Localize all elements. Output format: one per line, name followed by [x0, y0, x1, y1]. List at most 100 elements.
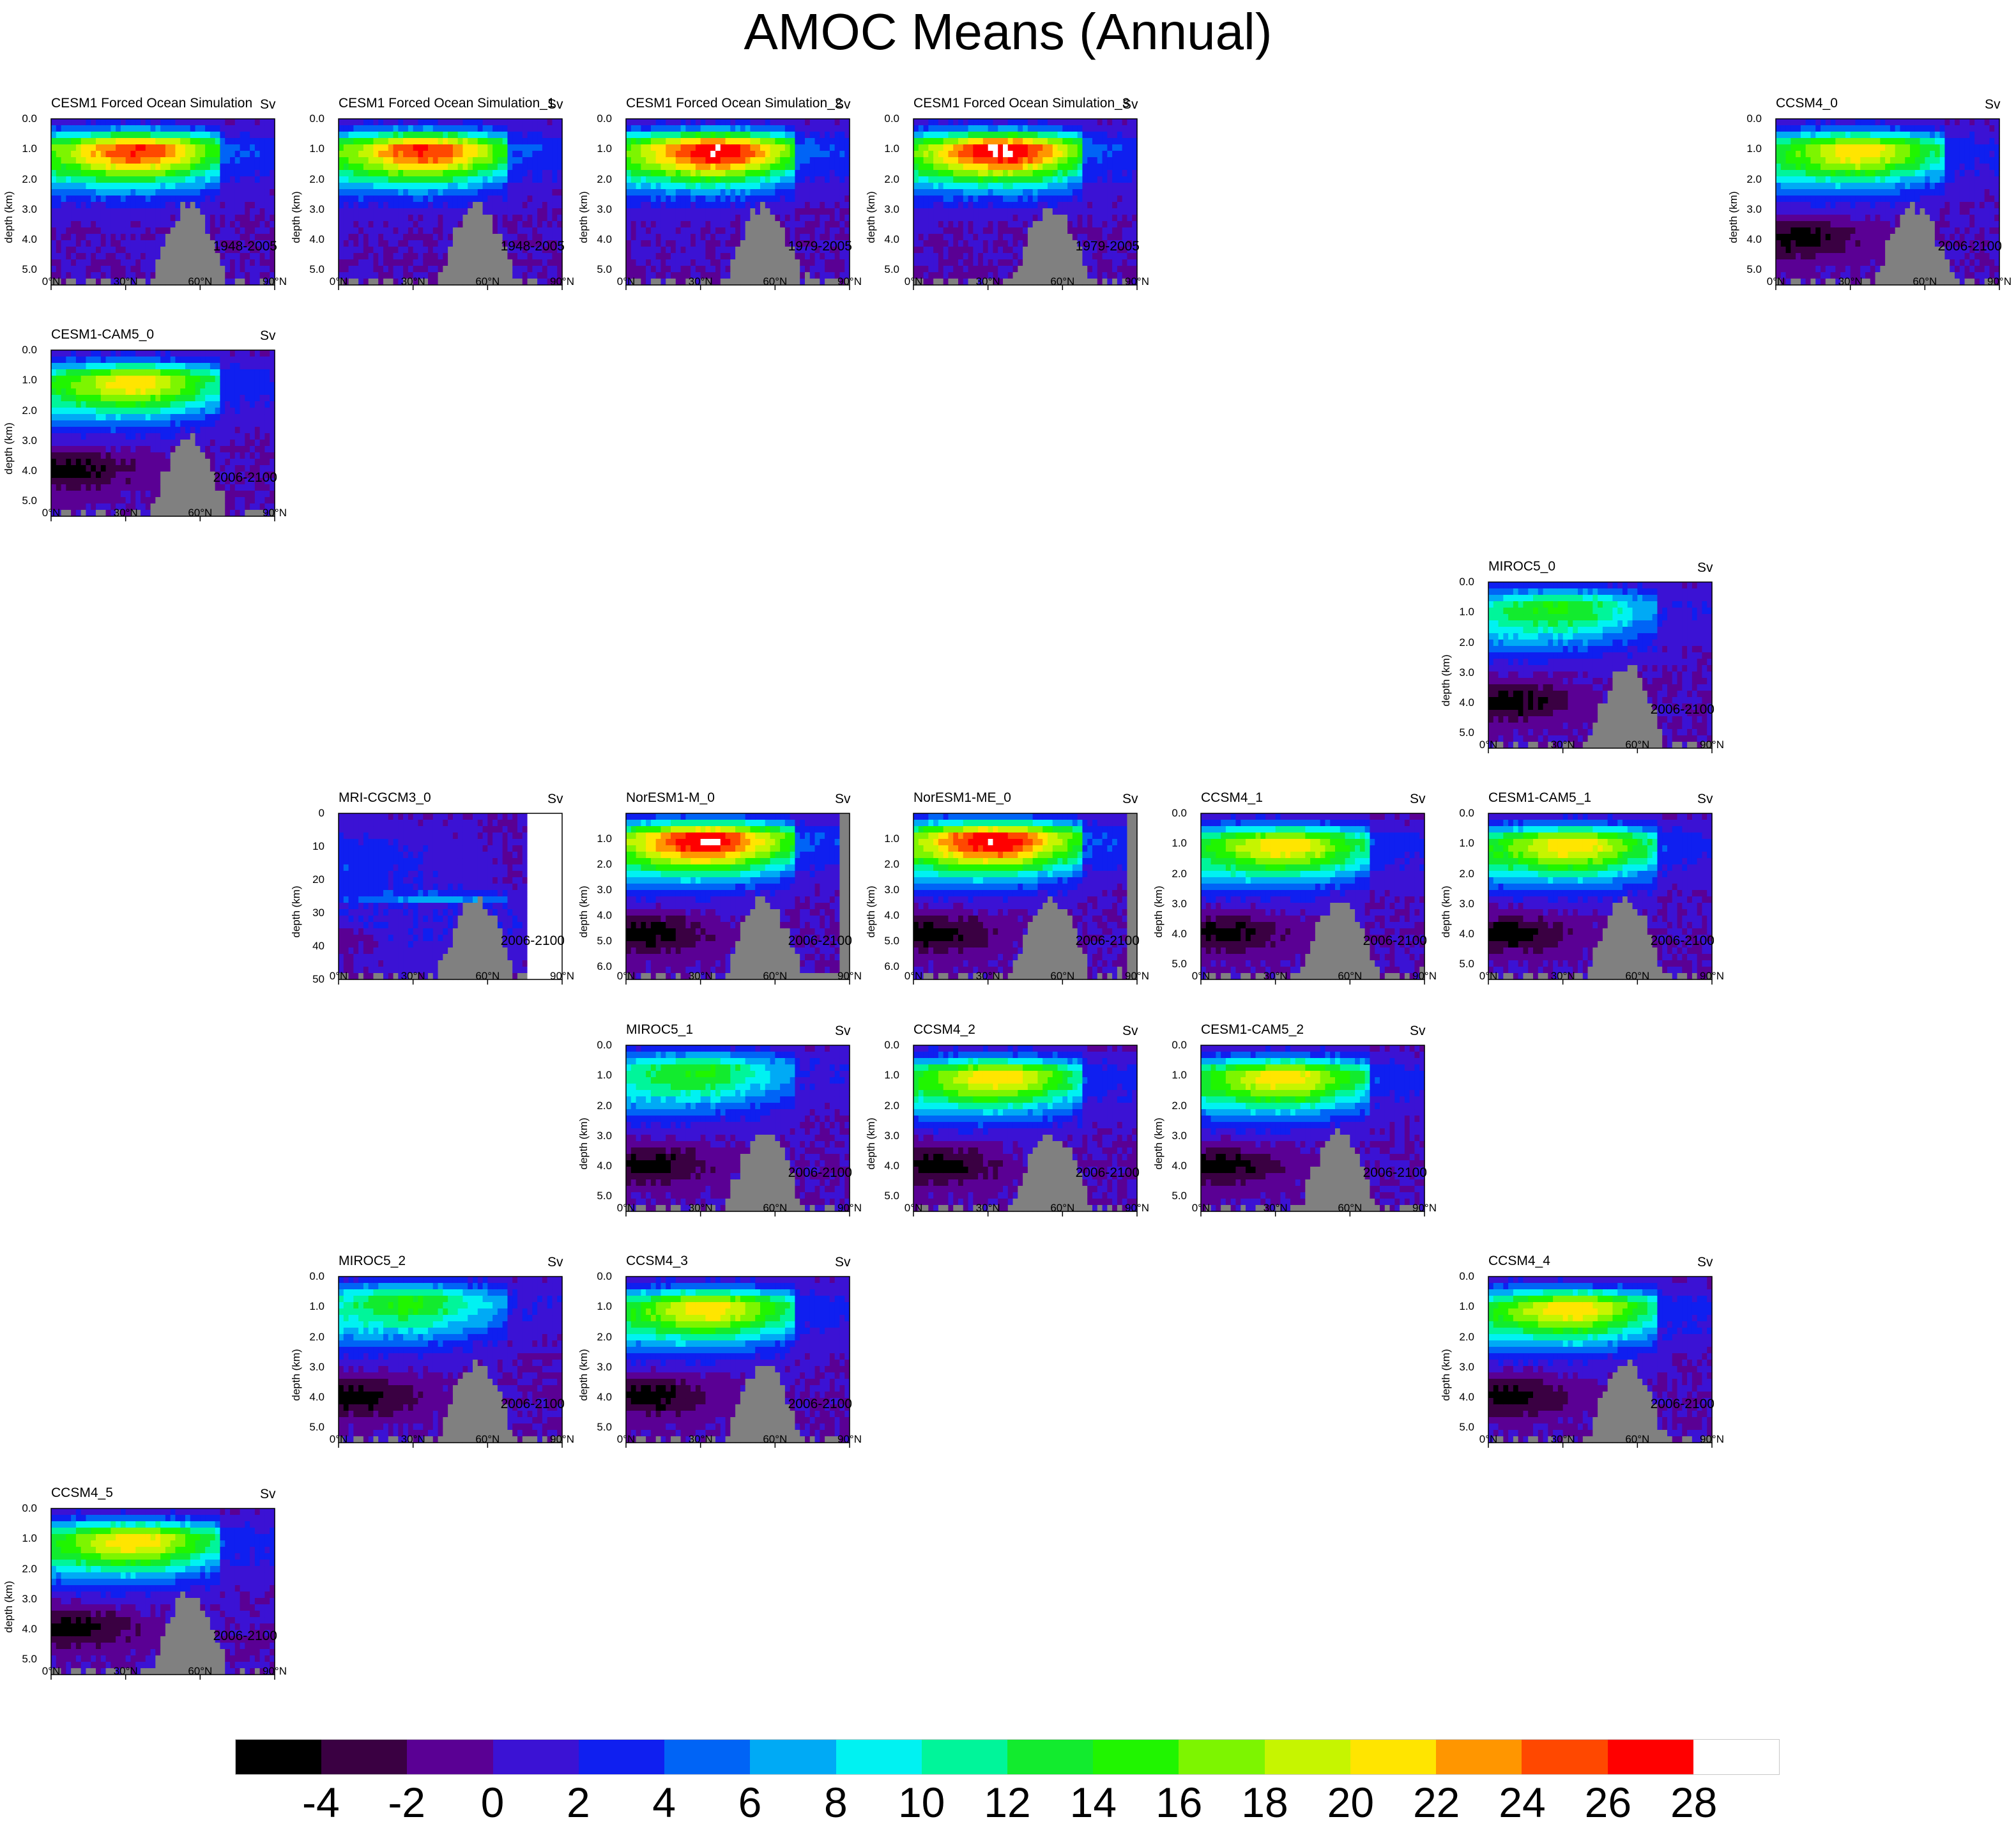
heatmap-cell — [948, 253, 953, 260]
heatmap-cell — [264, 125, 270, 132]
heatmap-cell — [913, 266, 919, 273]
heatmap-cell — [1048, 157, 1053, 164]
heatmap-cell — [507, 279, 512, 286]
heatmap-cell — [230, 176, 235, 183]
heatmap-cell — [1003, 176, 1008, 183]
heatmap-cell — [760, 266, 765, 273]
heatmap-cell — [1003, 247, 1008, 254]
heatmap-cell — [820, 221, 825, 228]
heatmap-cell — [1796, 125, 1801, 132]
heatmap-cell — [126, 132, 131, 139]
heatmap-cell — [393, 138, 399, 145]
heatmap-cell — [651, 164, 656, 171]
heatmap-cell — [715, 138, 721, 145]
heatmap-cell — [443, 215, 448, 222]
heatmap-cell — [1042, 164, 1048, 171]
heatmap-cell — [943, 132, 949, 139]
heatmap-cell — [1073, 208, 1078, 215]
heatmap-cell — [51, 259, 56, 266]
heatmap-cell — [1112, 125, 1117, 132]
heatmap-cell — [91, 138, 96, 145]
heatmap-cell — [344, 151, 349, 158]
heatmap-cell — [1058, 234, 1063, 241]
heatmap-cell — [453, 183, 458, 190]
heatmap-cell — [462, 266, 468, 273]
heatmap-cell — [983, 189, 988, 196]
heatmap-cell — [1013, 189, 1018, 196]
heatmap-cell — [805, 170, 810, 177]
heatmap-cell — [938, 266, 943, 273]
heatmap-cell — [438, 157, 443, 164]
heatmap-cell — [478, 266, 483, 273]
heatmap-cell — [760, 259, 765, 266]
heatmap-cell — [696, 164, 701, 171]
heatmap-cell — [1082, 189, 1087, 196]
heatmap-cell — [626, 176, 631, 183]
heatmap-cell — [433, 202, 438, 209]
heatmap-cell — [121, 138, 126, 145]
heatmap-cell — [948, 266, 953, 273]
heatmap-cell — [641, 151, 646, 158]
heatmap-cell — [735, 157, 740, 164]
heatmap-cell — [408, 240, 413, 247]
heatmap-cell — [91, 247, 96, 254]
heatmap-cell — [770, 183, 775, 190]
heatmap-cell — [790, 157, 795, 164]
heatmap-cell — [255, 189, 260, 196]
heatmap-cell — [185, 189, 190, 196]
heatmap-cell — [835, 215, 840, 222]
heatmap-cell — [96, 247, 101, 254]
heatmap-cell — [1053, 132, 1058, 139]
heatmap-cell — [913, 234, 919, 241]
heatmap-cell — [641, 259, 646, 266]
heatmap-cell — [1810, 247, 1815, 254]
heatmap-cell — [1107, 170, 1112, 177]
heatmap-cell — [988, 215, 993, 222]
heatmap-cell — [180, 240, 185, 247]
heatmap-cell — [750, 138, 755, 145]
heatmap-cell — [1112, 164, 1117, 171]
heatmap-cell — [418, 183, 423, 190]
heatmap-cell — [705, 202, 710, 209]
heatmap-cell — [656, 119, 661, 126]
heatmap-cell — [403, 157, 408, 164]
heatmap-cell — [200, 119, 205, 126]
page-title: AMOC Means (Annual) — [0, 3, 2016, 61]
heatmap-cell — [705, 176, 710, 183]
heatmap-cell — [933, 151, 938, 158]
heatmap-cell — [512, 157, 517, 164]
heatmap-cell — [825, 119, 830, 126]
heatmap-cell — [250, 202, 255, 209]
heatmap-cell — [260, 266, 265, 273]
heatmap-cell — [775, 253, 780, 260]
heatmap-cell — [51, 234, 56, 241]
heatmap-cell — [978, 240, 983, 247]
heatmap-cell — [453, 221, 458, 228]
heatmap-cell — [701, 138, 706, 145]
heatmap-cell — [1122, 157, 1127, 164]
period-label: 1979-2005 — [788, 239, 852, 254]
heatmap-cell — [483, 189, 488, 196]
heatmap-cell — [180, 266, 185, 273]
heatmap-cell — [86, 259, 91, 266]
heatmap-cell — [1791, 132, 1796, 139]
heatmap-cell — [81, 196, 86, 203]
heatmap-cell — [805, 144, 810, 151]
heatmap-cell — [126, 234, 131, 241]
heatmap-cell — [388, 266, 393, 273]
heatmap-cell — [973, 151, 978, 158]
heatmap-cell — [240, 132, 245, 139]
heatmap-cell — [820, 189, 825, 196]
heatmap-cell — [958, 151, 963, 158]
heatmap-cell — [810, 215, 815, 222]
heatmap-cell — [1092, 151, 1097, 158]
heatmap-cell — [953, 266, 958, 273]
heatmap-cell — [755, 144, 760, 151]
heatmap-cell — [378, 151, 383, 158]
heatmap-cell — [523, 125, 528, 132]
heatmap-cell — [735, 266, 740, 273]
heatmap-cell — [1082, 272, 1087, 279]
heatmap-cell — [681, 208, 686, 215]
heatmap-cell — [81, 227, 86, 234]
heatmap-cell — [433, 189, 438, 196]
